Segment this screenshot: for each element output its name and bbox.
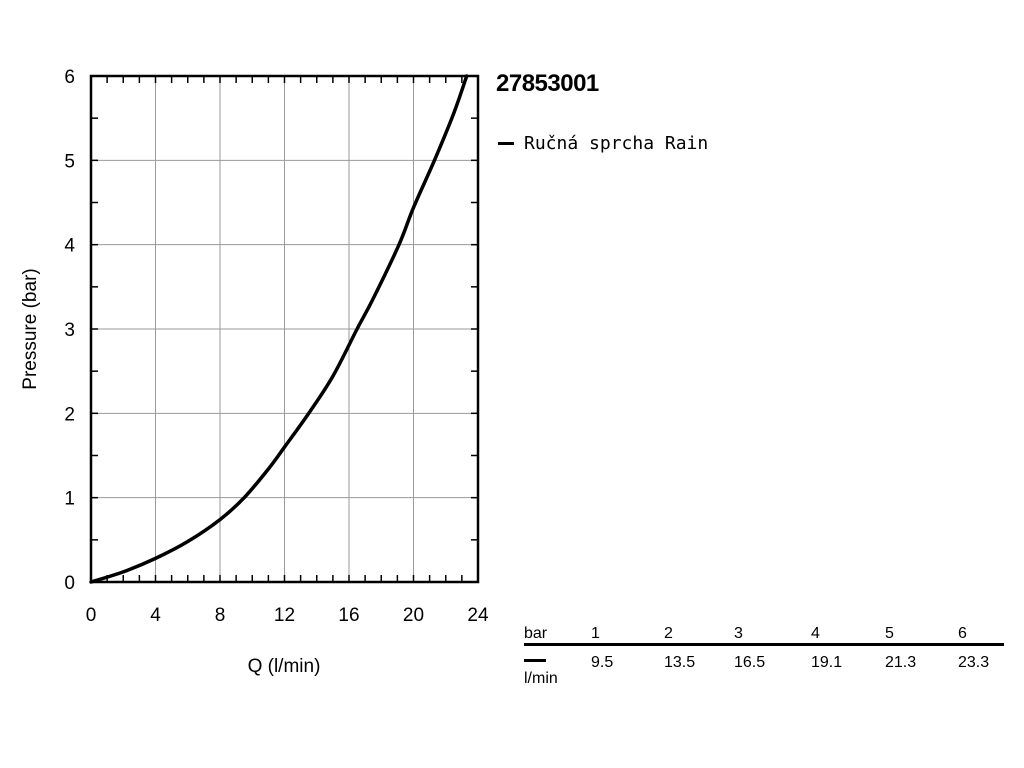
product-code-title: 27853001	[496, 70, 599, 97]
legend: Ručná sprcha Rain	[498, 133, 708, 154]
y-tick-label: 4	[64, 236, 75, 257]
table-flow-value: 19.1	[811, 654, 843, 671]
table-bar-value: 6	[958, 625, 967, 642]
y-tick-label: 5	[64, 151, 75, 172]
chart-series	[89, 74, 469, 584]
x-tick-label: 20	[403, 605, 424, 626]
series-line	[89, 74, 469, 584]
legend-label: Ručná sprcha Rain	[524, 133, 709, 154]
x-tick-label: 16	[338, 605, 359, 626]
table-bar-value: 1	[591, 625, 600, 642]
x-tick-label: 24	[467, 605, 489, 626]
table-flow-value: 13.5	[664, 654, 696, 671]
table-flow-value: 9.5	[591, 654, 614, 671]
table-bar-value: 4	[811, 625, 820, 642]
table-flow-value: 21.3	[885, 654, 917, 671]
table-bar-value: 3	[734, 625, 743, 642]
x-tick-label: 4	[150, 605, 161, 626]
y-tick-label: 0	[64, 573, 75, 594]
y-tick-label: 1	[64, 489, 75, 510]
flow-table: bar l/min 1 2 3 4 5 6 9.5 13.5 16.5 19.1…	[524, 622, 1004, 692]
y-tick-label: 3	[64, 320, 75, 341]
table-unit-label: l/min	[524, 670, 558, 687]
x-tick-label: 8	[215, 605, 226, 626]
table-flow-value: 23.3	[958, 654, 990, 671]
y-tick-label: 2	[64, 404, 75, 425]
table-line-swatch	[524, 659, 546, 662]
table-divider	[524, 643, 1004, 646]
y-axis-title: Pressure (bar)	[20, 268, 41, 389]
x-tick-label: 0	[86, 605, 97, 626]
plot-frame	[89, 74, 480, 584]
table-flow-value: 16.5	[734, 654, 766, 671]
x-axis-title: Q (l/min)	[248, 656, 321, 677]
chart-grid	[91, 76, 478, 582]
y-tick-label: 6	[64, 67, 75, 88]
table-bar-label: bar	[524, 625, 548, 642]
table-bar-value: 5	[885, 625, 894, 642]
table-bar-value: 2	[664, 625, 673, 642]
legend-swatch	[498, 142, 514, 145]
x-tick-label: 12	[274, 605, 295, 626]
